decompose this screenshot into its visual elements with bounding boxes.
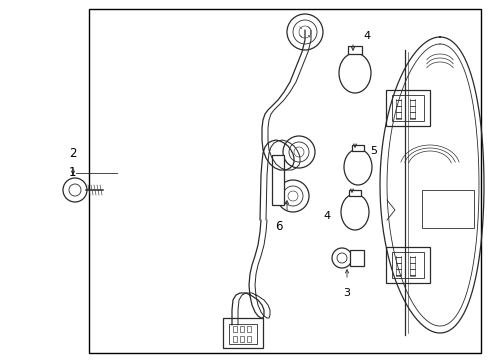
- Text: 1: 1: [68, 166, 76, 179]
- FancyBboxPatch shape: [421, 190, 473, 228]
- Ellipse shape: [340, 194, 368, 230]
- FancyBboxPatch shape: [228, 324, 257, 344]
- Circle shape: [276, 180, 308, 212]
- Circle shape: [286, 14, 323, 50]
- Circle shape: [292, 20, 316, 44]
- FancyBboxPatch shape: [223, 318, 263, 348]
- Text: 2: 2: [69, 147, 77, 160]
- FancyBboxPatch shape: [385, 90, 429, 126]
- FancyBboxPatch shape: [391, 95, 423, 121]
- Text: 3: 3: [343, 288, 350, 298]
- Ellipse shape: [338, 53, 370, 93]
- FancyBboxPatch shape: [232, 326, 237, 332]
- Text: 6: 6: [275, 220, 282, 233]
- FancyBboxPatch shape: [351, 145, 363, 151]
- Circle shape: [293, 147, 304, 157]
- FancyBboxPatch shape: [246, 326, 250, 332]
- Ellipse shape: [343, 149, 371, 185]
- Text: 4: 4: [323, 211, 330, 221]
- Circle shape: [331, 248, 351, 268]
- Circle shape: [288, 142, 308, 162]
- Circle shape: [287, 191, 297, 201]
- FancyBboxPatch shape: [232, 336, 237, 342]
- FancyBboxPatch shape: [246, 336, 250, 342]
- Circle shape: [298, 26, 310, 38]
- FancyBboxPatch shape: [391, 252, 423, 278]
- Bar: [89, 9, 480, 353]
- FancyBboxPatch shape: [240, 336, 244, 342]
- Circle shape: [336, 253, 346, 263]
- FancyBboxPatch shape: [347, 46, 361, 54]
- FancyBboxPatch shape: [348, 190, 360, 196]
- Circle shape: [69, 184, 81, 196]
- FancyBboxPatch shape: [271, 155, 284, 205]
- Circle shape: [283, 186, 303, 206]
- FancyBboxPatch shape: [385, 247, 429, 283]
- Text: 5: 5: [370, 146, 377, 156]
- Circle shape: [63, 178, 87, 202]
- Text: 4: 4: [363, 31, 370, 41]
- Circle shape: [283, 136, 314, 168]
- FancyBboxPatch shape: [240, 326, 244, 332]
- FancyBboxPatch shape: [349, 250, 363, 266]
